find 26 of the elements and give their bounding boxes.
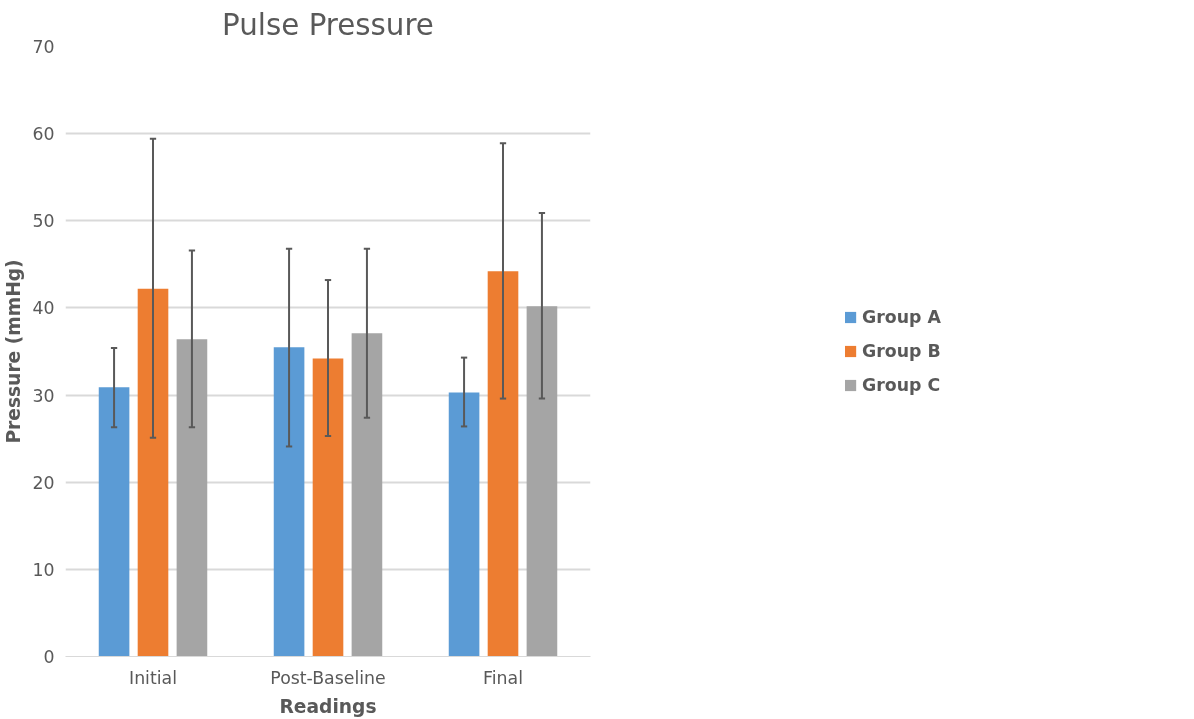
bar <box>448 392 480 657</box>
bar <box>137 288 169 657</box>
x-tick-label: Initial <box>129 667 177 688</box>
bar <box>312 358 344 657</box>
x-tick-label: Final <box>483 667 523 688</box>
y-tick-label: 60 <box>32 124 55 145</box>
bar <box>526 306 558 657</box>
y-axis-title: Pressure (mmHg) <box>3 259 25 444</box>
y-tick-label: 20 <box>32 472 55 493</box>
y-tick-label: 30 <box>32 385 55 406</box>
y-tick-label: 70 <box>32 37 55 57</box>
bar <box>351 333 383 657</box>
y-tick-label: 10 <box>32 559 55 580</box>
legend-label: Group A <box>862 307 941 327</box>
x-tick-label: Post-Baseline <box>270 667 386 688</box>
x-axis-title: Readings <box>279 695 377 717</box>
legend-label: Group C <box>862 375 941 395</box>
bar <box>487 271 519 657</box>
legend-label: Group B <box>862 341 941 361</box>
bar <box>176 339 208 657</box>
y-tick-label: 40 <box>32 298 55 319</box>
bar <box>98 387 130 657</box>
bar <box>273 347 305 657</box>
y-tick-label: 0 <box>43 647 55 667</box>
y-tick-label: 50 <box>32 211 55 232</box>
chart-title: Pulse Pressure <box>222 7 434 42</box>
